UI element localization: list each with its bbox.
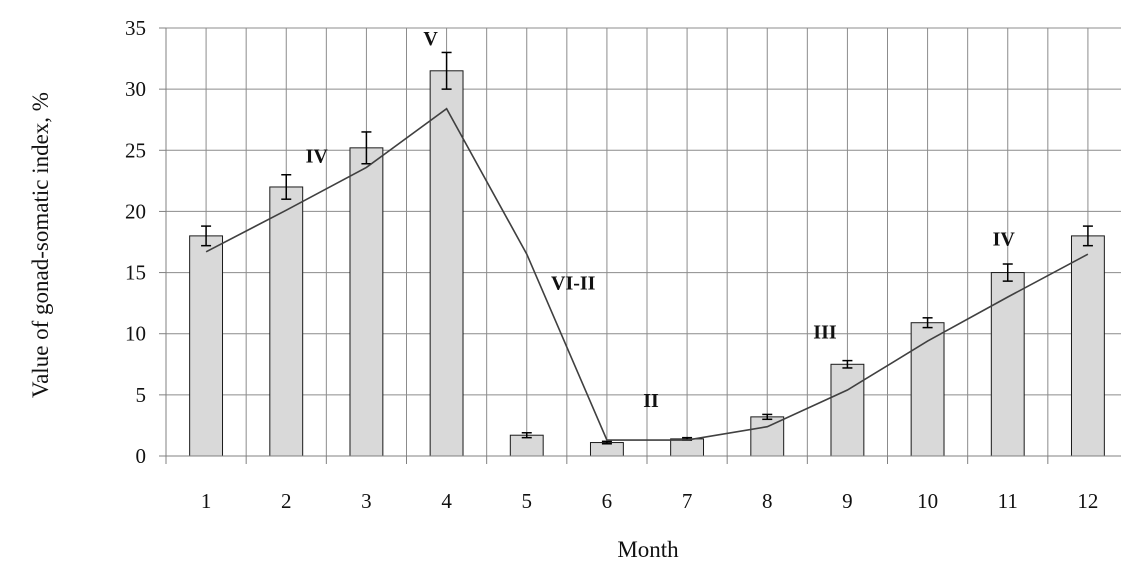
x-tick-label: 10 [917,489,938,513]
bar [189,235,224,457]
x-tick-label: 4 [441,489,452,513]
y-axis-title: Value of gonad-somatic index, % [28,92,53,398]
x-tick-label: 2 [281,489,292,513]
x-tick-label: 1 [201,489,212,513]
x-tick-label: 11 [998,489,1018,513]
stage-annotation: V [423,28,438,50]
stage-annotation: IV [306,146,329,168]
bar-layer [189,70,1105,457]
x-tick-label: 9 [842,489,853,513]
error-bar-layer [201,51,1093,445]
bar [670,438,705,457]
trend-line-layer [205,107,1089,441]
y-tick-label: 5 [136,383,147,407]
x-tick-label: 8 [762,489,773,513]
x-tick-label: 5 [522,489,533,513]
y-tick-label: 20 [125,199,146,223]
y-tick-label: 0 [136,444,147,468]
x-tick-label: 12 [1077,489,1098,513]
stage-annotation: III [813,322,837,344]
y-tick-label: 30 [125,77,146,101]
x-tick-label: 6 [602,489,613,513]
bar [589,442,624,457]
bar [990,272,1025,457]
bar [750,416,785,457]
stage-annotation: II [643,390,659,412]
bar [269,186,304,457]
x-axis-title: Month [617,537,679,562]
stage-annotation: VI-II [551,273,596,295]
axis-layer [159,27,1121,464]
trend-line [205,107,1089,441]
stage-annotation: IV [993,229,1016,251]
bar [910,322,945,457]
bar [1070,235,1105,457]
bar [349,147,384,457]
x-tick-label: 3 [361,489,372,513]
y-tick-label: 25 [125,138,146,162]
y-tick-label: 15 [125,261,146,285]
x-tick-label: 7 [682,489,693,513]
y-tick-label: 35 [125,16,146,40]
bar [830,363,865,457]
y-tick-label: 10 [125,322,146,346]
